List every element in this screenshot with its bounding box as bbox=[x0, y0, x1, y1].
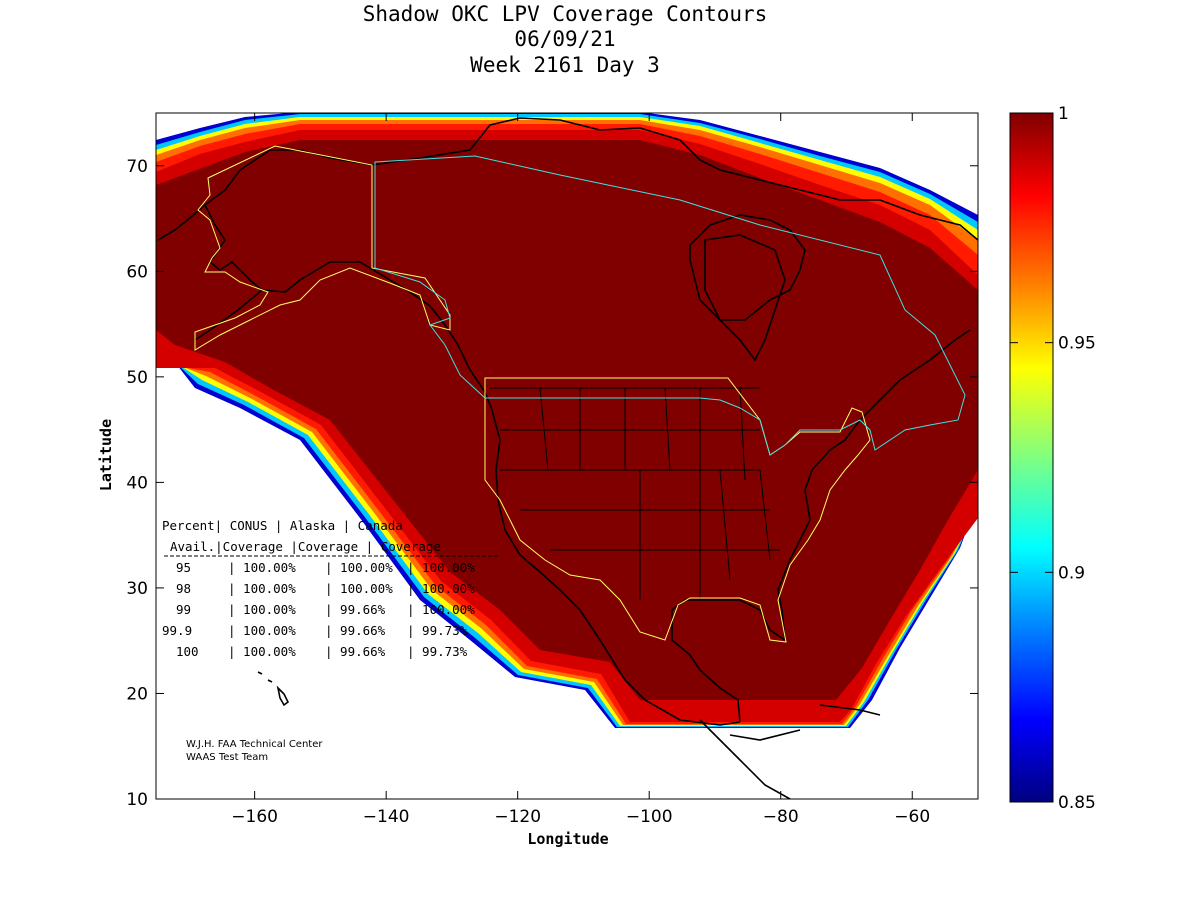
table-cell: 99.9 bbox=[162, 623, 192, 638]
coverage-map bbox=[156, 113, 978, 799]
coverage-band-1.0 bbox=[156, 140, 978, 700]
credit-line-1: W.J.H. FAA Technical Center bbox=[186, 739, 323, 750]
table-cell: | 100.00% bbox=[407, 602, 475, 617]
table-row: 100 | 100.00% | 99.66% | 99.73% bbox=[176, 644, 468, 659]
conus-region-outline bbox=[484, 377, 871, 643]
coastline-arctic bbox=[371, 117, 978, 321]
coastline-central-america bbox=[699, 704, 881, 799]
table-row: 99 | 100.00% | 99.66% | 100.00% bbox=[176, 602, 475, 617]
table-cell: | 99.73% bbox=[407, 644, 468, 659]
x-axis-label: Longitude bbox=[527, 830, 608, 848]
y-tick-label: 60 bbox=[126, 262, 148, 282]
coastline-pacific bbox=[330, 261, 741, 726]
credit-line-2: WAAS Test Team bbox=[186, 752, 268, 763]
y-tick-label: 20 bbox=[126, 684, 148, 704]
coastline-islands-hawaii bbox=[257, 671, 290, 707]
table-cell: | 100.00% bbox=[228, 560, 296, 575]
table-cell: | 99.66% bbox=[325, 623, 386, 638]
table-cell: | 99.73% bbox=[407, 623, 468, 638]
y-tick-label: 40 bbox=[126, 473, 148, 493]
table-cell: | 100.00% bbox=[407, 560, 475, 575]
colorbar bbox=[1009, 112, 1054, 803]
chart-title-line-1: Shadow OKC LPV Coverage Contours bbox=[363, 2, 768, 26]
x-tick-label: −140 bbox=[363, 807, 410, 827]
x-tick-label: −60 bbox=[894, 807, 930, 827]
y-axis: 10 20 30 40 50 60 70 bbox=[126, 157, 978, 810]
table-cell: 100 bbox=[176, 644, 199, 659]
table-cell: | 99.66% bbox=[325, 644, 386, 659]
table-cell: | 100.00% bbox=[228, 602, 296, 617]
x-tick-label: −100 bbox=[626, 807, 673, 827]
plot-frame bbox=[155, 112, 979, 800]
colorbar-tick-label: 1 bbox=[1058, 104, 1069, 124]
colorbar-tick-label: 0.9 bbox=[1058, 563, 1085, 583]
chart-title-line-3: Week 2161 Day 3 bbox=[470, 53, 660, 77]
colorbar-ticks: 0.85 0.9 0.95 1 bbox=[1010, 104, 1096, 813]
table-cell: | 100.00% bbox=[325, 560, 393, 575]
chart-title-line-2: 06/09/21 bbox=[514, 27, 615, 51]
x-tick-label: −80 bbox=[763, 807, 799, 827]
y-tick-label: 30 bbox=[126, 579, 148, 599]
table-row: 99.9 | 100.00% | 99.66% | 99.73% bbox=[162, 623, 468, 638]
table-cell: | 100.00% bbox=[407, 581, 475, 596]
table-row: 98 | 100.00% | 100.00% | 100.00% bbox=[176, 581, 475, 596]
y-tick-label: 10 bbox=[126, 790, 148, 810]
colorbar-tick-label: 0.85 bbox=[1058, 793, 1096, 813]
coverage-table: Percent| CONUS | Alaska | Canada Avail.|C… bbox=[162, 518, 500, 659]
coastline-hudson bbox=[704, 234, 786, 362]
y-tick-label: 70 bbox=[126, 157, 148, 177]
table-cell: | 100.00% bbox=[228, 581, 296, 596]
x-tick-label: −120 bbox=[494, 807, 541, 827]
table-header-row-1: Percent| CONUS | Alaska | Canada bbox=[162, 518, 403, 533]
table-cell: | 100.00% bbox=[228, 623, 296, 638]
colorbar-tick-label: 0.95 bbox=[1058, 334, 1096, 354]
coastline-gulf-atlantic bbox=[671, 329, 971, 723]
x-axis: −160 −140 −120 −100 −80 −60 bbox=[231, 113, 930, 827]
table-cell: | 100.00% bbox=[228, 644, 296, 659]
y-axis-label: Latitude bbox=[97, 419, 115, 491]
table-cell: 95 bbox=[176, 560, 191, 575]
table-cell: 99 bbox=[176, 602, 191, 617]
y-tick-label: 50 bbox=[126, 368, 148, 388]
conus-state-lines bbox=[490, 387, 780, 600]
table-cell: | 99.66% bbox=[325, 602, 386, 617]
alaska-region-outline bbox=[194, 145, 451, 351]
canada-region-outline bbox=[374, 155, 966, 456]
table-row: 95 | 100.00% | 100.00% | 100.00% bbox=[176, 560, 475, 575]
table-cell: 98 bbox=[176, 581, 191, 596]
table-cell: | 100.00% bbox=[325, 581, 393, 596]
x-tick-label: −160 bbox=[231, 807, 278, 827]
table-header-row-2: Avail.|Coverage |Coverage | Coverage bbox=[170, 539, 441, 554]
